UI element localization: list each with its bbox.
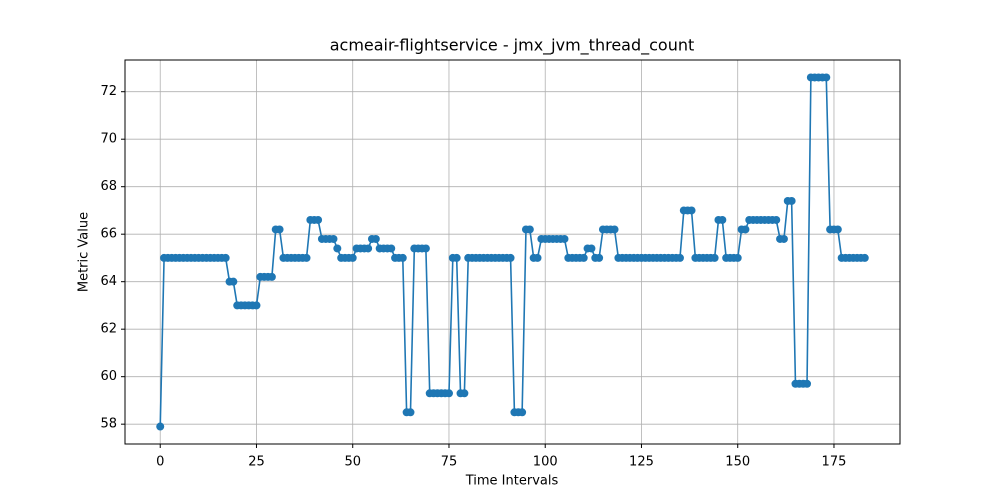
point	[860, 253, 869, 262]
point	[229, 277, 238, 286]
point	[302, 253, 311, 262]
point	[579, 253, 588, 262]
point	[518, 408, 527, 417]
point	[460, 389, 469, 398]
y-tick-label: 58	[100, 417, 117, 432]
point	[779, 234, 788, 243]
x-axis-label: Time Intervals	[465, 474, 559, 489]
point	[333, 244, 342, 253]
x-tick-label: 0	[156, 455, 164, 470]
point	[772, 215, 781, 224]
y-tick-label: 64	[100, 274, 117, 289]
point	[452, 253, 461, 262]
x-tick-label: 75	[441, 455, 458, 470]
point	[371, 234, 380, 243]
point	[406, 408, 415, 417]
y-tick-label: 70	[100, 132, 117, 147]
point	[675, 253, 684, 262]
point	[398, 253, 407, 262]
x-tick-label: 100	[533, 455, 558, 470]
point	[525, 225, 534, 234]
y-tick-label: 62	[100, 322, 117, 337]
point	[533, 253, 542, 262]
point	[267, 272, 276, 281]
point	[506, 253, 515, 262]
point	[803, 379, 812, 388]
point	[710, 253, 719, 262]
point	[329, 234, 338, 243]
point	[252, 301, 261, 310]
x-tick-label: 25	[248, 455, 265, 470]
x-tick-label: 175	[822, 455, 847, 470]
point	[595, 253, 604, 262]
plot-frame	[124, 59, 901, 445]
chart-title: acmeair-flightservice - jmx_jvm_thread_c…	[330, 36, 695, 56]
y-axis-label: Metric Value	[77, 212, 92, 292]
point	[421, 244, 430, 253]
y-tick-label: 66	[100, 227, 117, 242]
point	[364, 244, 373, 253]
point	[833, 225, 842, 234]
point	[687, 206, 696, 215]
point	[787, 196, 796, 205]
point	[718, 215, 727, 224]
y-tick-label: 60	[100, 369, 117, 384]
point	[444, 389, 453, 398]
point	[741, 225, 750, 234]
y-tick-label: 72	[100, 84, 117, 99]
point	[275, 225, 284, 234]
x-tick-label: 50	[344, 455, 361, 470]
point	[387, 244, 396, 253]
x-tick-label: 125	[629, 455, 654, 470]
point	[221, 253, 230, 262]
point	[587, 244, 596, 253]
point	[822, 73, 831, 82]
point	[314, 215, 323, 224]
x-tick-label: 150	[725, 455, 750, 470]
point	[733, 253, 742, 262]
point	[560, 234, 569, 243]
point	[348, 253, 357, 262]
y-tick-label: 68	[100, 179, 117, 194]
point	[610, 225, 619, 234]
point	[156, 422, 165, 431]
